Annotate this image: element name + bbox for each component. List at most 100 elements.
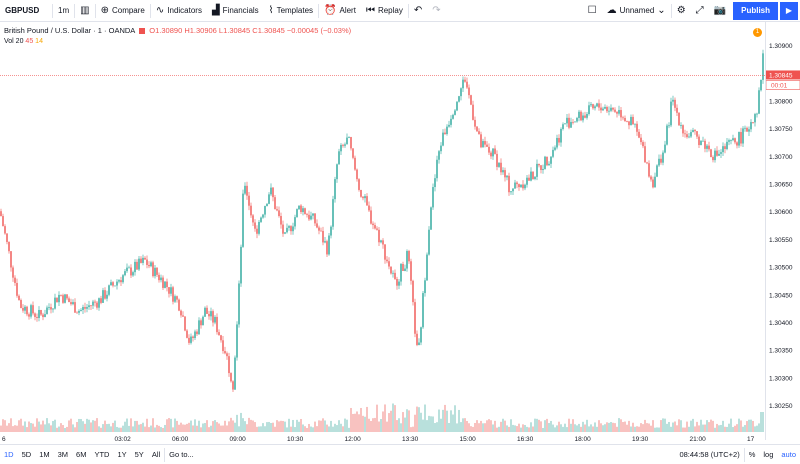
volume-bar [672, 422, 674, 432]
volume-bar [584, 424, 586, 432]
candle-body [16, 282, 18, 296]
volume-bar [546, 418, 548, 432]
volume-bar [392, 403, 394, 432]
candle-body [306, 214, 308, 215]
settings-button[interactable]: ⚙ [672, 0, 691, 21]
candle-body [256, 228, 258, 234]
volume-bar [134, 420, 136, 432]
candle-body [424, 280, 426, 294]
candle-body [232, 381, 234, 390]
price-chart[interactable] [0, 22, 766, 444]
volume-bar [216, 422, 218, 432]
goto-button[interactable]: Go to... [169, 450, 194, 459]
candle-body [168, 287, 170, 294]
auto-toggle[interactable]: auto [781, 450, 796, 459]
range-button-6m[interactable]: 6M [76, 450, 87, 459]
volume-bar [370, 420, 372, 432]
candle-body [440, 145, 442, 152]
candle-body [684, 133, 686, 135]
volume-bar [352, 413, 354, 432]
volume-bar [270, 422, 272, 432]
range-button-3m[interactable]: 3M [57, 450, 69, 459]
layout-name-button[interactable]: ☁ Unnamed ⌄ [602, 0, 671, 21]
candle-body [86, 307, 88, 309]
percent-toggle[interactable]: % [748, 450, 756, 459]
symbol-search[interactable]: GBPUSD [5, 6, 40, 15]
volume-bar [326, 424, 328, 432]
candle-body [402, 264, 404, 271]
range-button-ytd[interactable]: YTD [94, 450, 110, 459]
candle-body [300, 205, 302, 213]
volume-bar [596, 426, 598, 432]
candle-body [30, 305, 32, 317]
candle-body [664, 144, 666, 153]
candle-body [486, 144, 488, 147]
time-axis[interactable]: 6 03:02 06:00 09:00 10:30 12:00 13:30 15:00 16:3… [0, 432, 766, 444]
candle-body [380, 240, 382, 243]
range-button-5y[interactable]: 5Y [134, 450, 144, 459]
candle-body [12, 267, 14, 278]
layout-select-button[interactable]: ☐ [583, 0, 602, 21]
volume-bar [342, 426, 344, 432]
log-toggle[interactable]: log [763, 450, 774, 459]
interval-button[interactable]: 1m [58, 6, 70, 15]
volume-bar [552, 424, 554, 432]
alert-badge[interactable]: 1 [753, 28, 762, 37]
volume-bar [566, 427, 568, 432]
financials-button[interactable]: ▟ Financials [207, 0, 264, 21]
candle-body [552, 149, 554, 157]
volume-bar [694, 426, 696, 432]
candle-body [546, 156, 548, 166]
volume-bar [348, 427, 350, 432]
undo-button[interactable]: ↶ [409, 0, 427, 21]
replay-button[interactable]: ⏮ Replay [361, 0, 408, 21]
indicators-button[interactable]: ∿ Indicators [151, 0, 207, 21]
volume-bar [100, 427, 102, 432]
alert-button[interactable]: ⏰ Alert [319, 0, 361, 21]
redo-button[interactable]: ↷ [427, 0, 445, 21]
range-button-1d[interactable]: 1D [4, 450, 14, 459]
range-button-all[interactable]: All [151, 450, 161, 459]
candle-body [628, 121, 630, 126]
volume-bar [720, 424, 722, 432]
volume-bar [374, 417, 376, 432]
candle-style-button[interactable]: ▥ [75, 0, 94, 21]
candle-body [290, 226, 292, 232]
volume-bar [24, 421, 26, 432]
time-tick-label: 13:30 [402, 436, 419, 443]
volume-bar [516, 426, 518, 432]
snapshot-button[interactable]: 📷 [709, 0, 731, 21]
volume-bar [262, 423, 264, 432]
candle-body [302, 208, 304, 213]
candle-body [272, 187, 274, 198]
compare-button[interactable]: ⊕ Compare [96, 0, 150, 21]
volume-bar [162, 427, 164, 432]
volume-bar [668, 421, 670, 432]
templates-button[interactable]: ⌇ Templates [264, 0, 318, 21]
alert-label: Alert [339, 6, 356, 15]
range-button-1m[interactable]: 1M [39, 450, 50, 459]
camera-icon: 📷 [713, 4, 727, 16]
range-button-1y[interactable]: 1Y [117, 450, 127, 459]
volume-bar [240, 412, 242, 432]
volume-bar [434, 423, 436, 432]
volume-bar [686, 421, 688, 432]
candle-body [22, 307, 24, 311]
candle-body [716, 150, 718, 156]
play-button[interactable]: ▶ [780, 1, 798, 20]
volume-bar [214, 420, 216, 432]
price-axis[interactable]: 1.309001.308501.308001.307501.307001.306… [765, 22, 800, 440]
volume-bar [502, 418, 504, 432]
alarm-clock-icon: ⏰ [324, 4, 337, 16]
publish-button[interactable]: Publish [733, 1, 778, 20]
candle-body [194, 331, 196, 338]
volume-bar [86, 418, 88, 432]
volume-bar [30, 423, 32, 432]
volume-bar [454, 405, 456, 432]
square-icon: ☐ [587, 4, 597, 16]
fullscreen-button[interactable]: ⤢ [691, 0, 709, 21]
volume-bar [408, 410, 410, 432]
volume-bar [108, 423, 110, 432]
volume-bar [312, 427, 314, 432]
range-button-5d[interactable]: 5D [21, 450, 32, 459]
